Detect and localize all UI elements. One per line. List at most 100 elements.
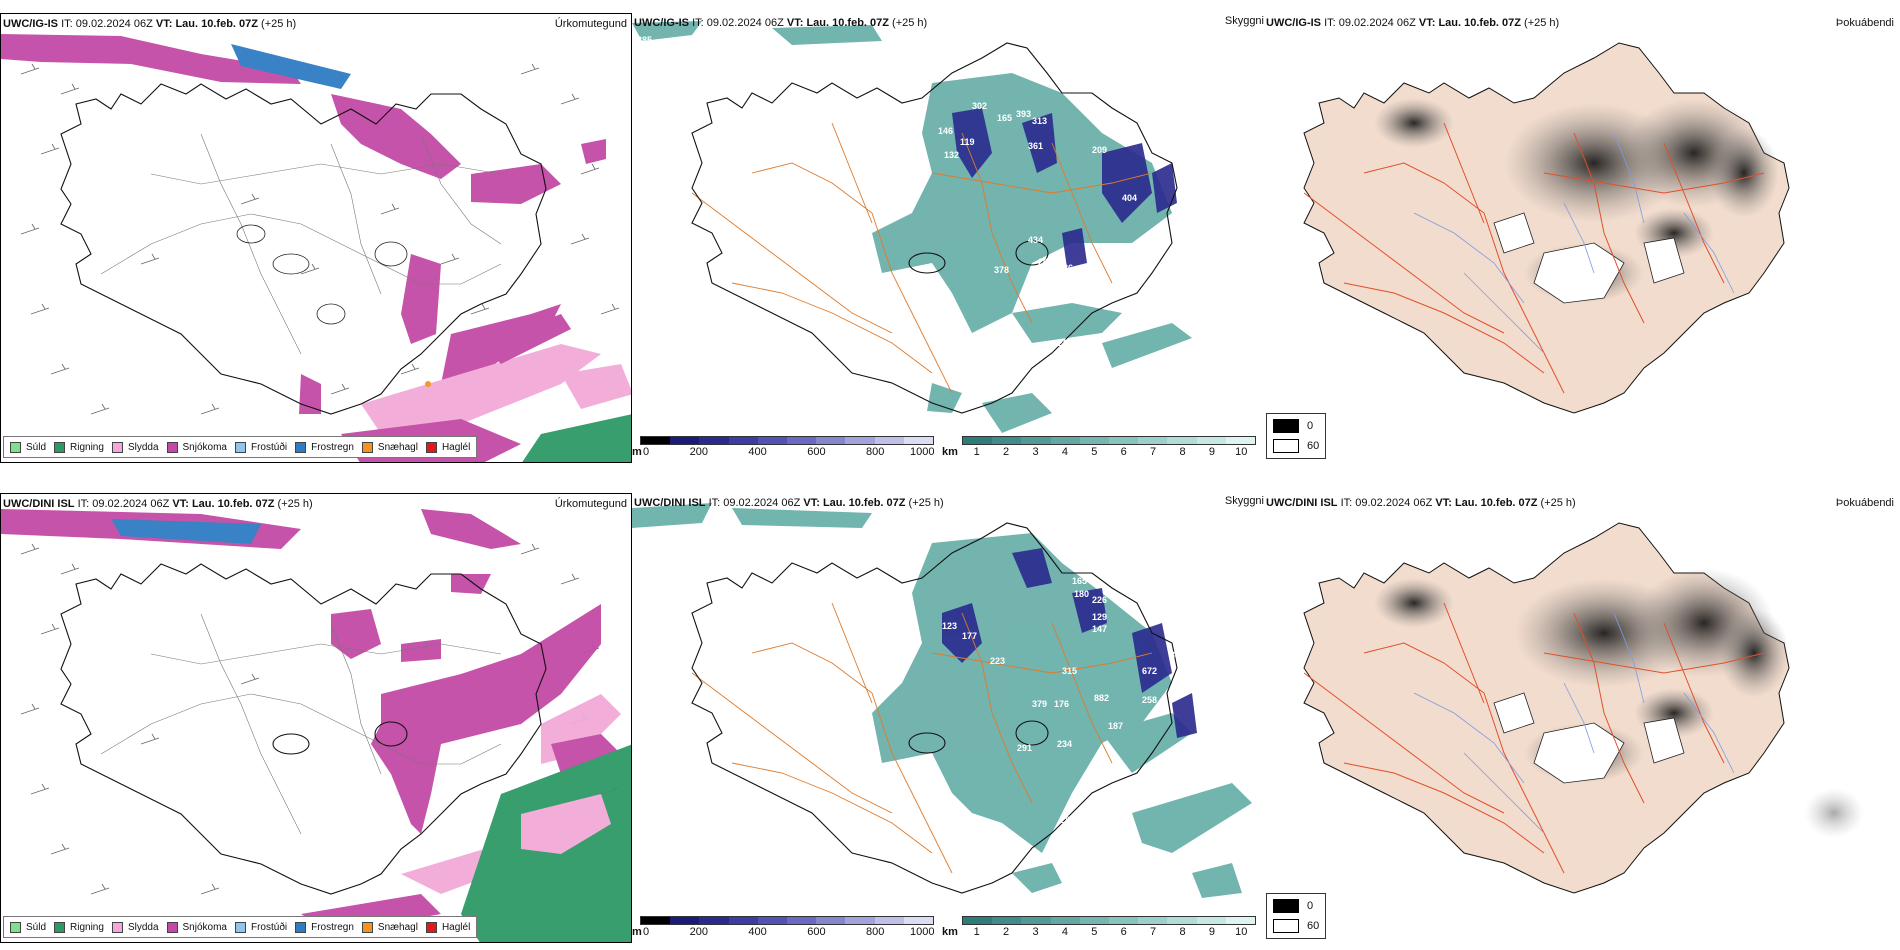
fog-map-top — [1303, 42, 1790, 414]
vis-label: 672 — [1142, 666, 1157, 676]
height-scale-top: 0 200 400 600 800 1000 m — [632, 436, 935, 459]
vis-label: 132 — [944, 150, 959, 160]
vis-label: 119 — [960, 137, 975, 147]
precip-legend-top: Súld Rigning Slydda Snjókoma Frostúði Fr… — [3, 436, 478, 458]
height-tick: 1000 — [909, 926, 935, 938]
fog-title-bottom: UWC/DINI ISL IT: 09.02.2024 06Z VT: Lau.… — [1266, 497, 1576, 509]
height-unit: m — [632, 446, 642, 458]
legend-swatch — [111, 921, 123, 933]
visibility-panel-top: 385 302 165 393 313 146 119 361 132 209 … — [632, 13, 1264, 463]
height-scale-bar — [640, 436, 934, 445]
vis-label: 208 — [1038, 257, 1053, 267]
legend-swatch — [54, 921, 66, 933]
cloud-value-0: 0 — [1307, 420, 1314, 432]
legend-item: Slydda — [111, 921, 159, 933]
cloud-value-60: 60 — [1307, 920, 1320, 932]
vis-tick: 8 — [1179, 926, 1186, 938]
vis-label: 313 — [1032, 116, 1047, 126]
cloud-legend-top: 0 60 — [1266, 413, 1326, 459]
vis-tick: 9 — [1208, 446, 1215, 458]
visibility-map-top: 385 302 165 393 313 146 119 361 132 209 … — [632, 21, 1192, 433]
visibility-map-bottom: 165 180 226 147 123 177 223 315 129 379 … — [632, 503, 1252, 898]
cloud-value-0: 0 — [1307, 900, 1314, 912]
visibility-unit: km — [942, 446, 958, 458]
vis-tick: 5 — [1091, 926, 1098, 938]
legend-item: Frostúði — [234, 441, 287, 453]
cloud-swatch-60 — [1273, 439, 1299, 453]
legend-swatch — [111, 441, 123, 453]
vis-label: 226 — [1092, 595, 1107, 605]
fog-map-bottom — [1303, 522, 1864, 894]
vis-label: 361 — [1028, 141, 1043, 151]
fog-name-bottom: Þokuábendi — [1835, 497, 1894, 509]
vis-tick: 3 — [1032, 926, 1039, 938]
vis-tick: 9 — [1208, 926, 1215, 938]
legend-item: Snæhagl — [361, 441, 418, 453]
vis-tick: 10 — [1235, 926, 1248, 938]
cloud-swatch-0 — [1273, 899, 1299, 913]
legend-item: Frostúði — [234, 921, 287, 933]
legend-item: Frostregn — [295, 921, 354, 933]
legend-item: Snæhagl — [361, 921, 418, 933]
vis-label: 129 — [1092, 612, 1107, 622]
vis-tick: 7 — [1150, 926, 1157, 938]
vis-label: 187 — [1108, 721, 1123, 731]
legend-swatch — [295, 441, 307, 453]
legend-swatch — [425, 921, 437, 933]
vis-label: 234 — [1057, 739, 1072, 749]
height-tick: 1000 — [909, 446, 935, 458]
height-tick: 200 — [689, 926, 708, 938]
vis-label: 385 — [637, 35, 652, 45]
legend-swatch — [361, 921, 373, 933]
vis-label: 147 — [1092, 624, 1107, 634]
vis-label: 315 — [1062, 666, 1077, 676]
visibility-name-top: Skyggni — [1224, 15, 1264, 27]
visibility-panel-bottom: 165 180 226 147 123 177 223 315 129 379 … — [632, 493, 1264, 943]
height-tick: 400 — [748, 446, 767, 458]
vis-label: 291 — [1017, 743, 1032, 753]
vis-label: 180 — [1074, 589, 1089, 599]
height-tick: 400 — [748, 926, 767, 938]
vis-label: 284 — [1060, 815, 1075, 825]
cloud-swatch-60 — [1273, 919, 1299, 933]
fog-panel-bottom: UWC/DINI ISL IT: 09.02.2024 06Z VT: Lau.… — [1264, 493, 1900, 943]
height-scale-bottom: 0 200 400 600 800 1000 m — [632, 916, 935, 939]
vis-tick: 5 — [1091, 446, 1098, 458]
vis-label: 434 — [1028, 235, 1043, 245]
precip-name-top: Úrkomutegund — [554, 18, 627, 30]
legend-item: Frostregn — [295, 441, 354, 453]
legend-swatch — [166, 921, 178, 933]
precip-map-bottom — [1, 509, 631, 942]
height-tick: 600 — [807, 446, 826, 458]
legend-swatch — [10, 921, 21, 933]
vis-label: 205 — [1058, 338, 1073, 348]
legend-swatch — [234, 441, 246, 453]
height-tick: 0 — [642, 446, 650, 458]
legend-item: Súld — [10, 441, 46, 453]
vis-label: 882 — [1094, 693, 1109, 703]
vis-label: 209 — [1092, 145, 1107, 155]
vis-label: 123 — [942, 621, 957, 631]
vis-tick: 1 — [973, 446, 980, 458]
height-tick: 0 — [642, 926, 650, 938]
legend-item: Rigning — [54, 921, 104, 933]
precip-name-bottom: Úrkomutegund — [554, 498, 627, 510]
precip-map-top — [1, 34, 631, 462]
vis-label: 165 — [1072, 576, 1087, 586]
vis-tick: 6 — [1120, 446, 1127, 458]
legend-swatch — [166, 441, 178, 453]
legend-swatch — [10, 441, 21, 453]
vis-label: 165 — [997, 113, 1012, 123]
visibility-scale-top: 1 2 3 4 5 6 7 8 9 10 km — [942, 436, 1256, 459]
fog-name-top: Þokuábendi — [1835, 17, 1894, 29]
vis-tick: 10 — [1235, 446, 1248, 458]
vis-label: 186 — [1058, 263, 1073, 273]
legend-item: Haglél — [425, 921, 470, 933]
visibility-title-bottom: UWC/DINI ISL IT: 09.02.2024 06Z VT: Lau.… — [634, 497, 944, 509]
vis-label: 378 — [994, 265, 1009, 275]
vis-tick: 1 — [973, 926, 980, 938]
vis-label: 177 — [962, 631, 977, 641]
vis-tick: 8 — [1179, 446, 1186, 458]
vis-label: 379 — [1032, 699, 1047, 709]
precip-legend-bottom: Súld Rigning Slydda Snjókoma Frostúði Fr… — [3, 916, 478, 938]
